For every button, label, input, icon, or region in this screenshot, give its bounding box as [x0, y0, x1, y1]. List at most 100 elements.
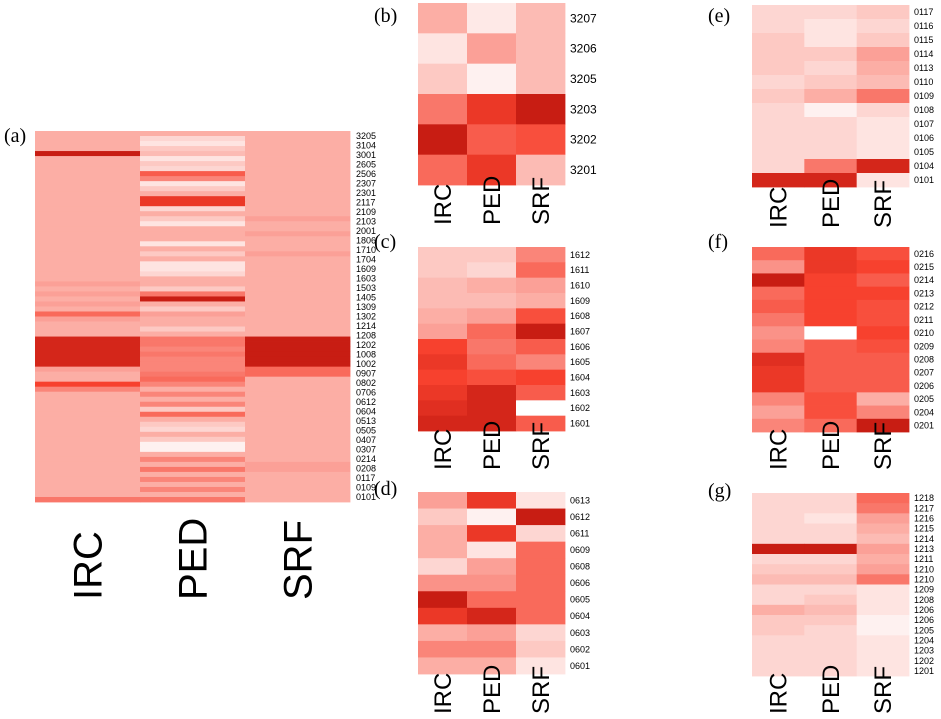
row-tick-label: 1602	[570, 403, 590, 413]
heatmap-cell	[752, 89, 805, 104]
heatmap-cell	[752, 604, 805, 616]
row-tick-label: 1605	[570, 357, 590, 367]
heatmap-cell	[418, 400, 468, 417]
heatmap-cell	[418, 354, 468, 371]
heatmap-cell	[516, 308, 566, 325]
row-tick-label: 1309	[356, 302, 376, 312]
heatmap-cell	[245, 301, 351, 307]
heatmap-cell	[35, 136, 141, 142]
row-tick-label: 0907	[356, 369, 376, 379]
heatmap-cell	[245, 136, 351, 142]
heatmap-cell	[140, 196, 246, 202]
heatmap-cell	[245, 236, 351, 242]
heatmap-cell	[467, 323, 517, 340]
heatmap-cell	[35, 146, 141, 152]
heatmap-cell	[140, 476, 246, 483]
heatmap-cell	[35, 386, 141, 393]
heatmap-cell	[35, 366, 141, 373]
row-tick-label: 1611	[570, 265, 589, 275]
heatmap-cell	[418, 369, 468, 386]
heatmap-cell	[467, 574, 517, 592]
heatmap-cell	[140, 471, 246, 478]
heatmap-cell	[516, 354, 566, 371]
heatmap-cell	[140, 186, 246, 192]
heatmap-cell	[752, 299, 805, 314]
row-tick-label: 3001	[356, 150, 376, 160]
heatmap-cell	[856, 418, 910, 433]
heatmap-cell	[516, 3, 566, 34]
heatmap-cell	[804, 19, 858, 34]
heatmap-cell	[752, 19, 805, 34]
heatmap-cell	[467, 293, 517, 309]
row-tick-label: 0117	[356, 473, 375, 483]
row-tick-label: 2103	[356, 216, 376, 226]
heatmap-cell	[35, 466, 141, 473]
heatmap-cell	[245, 356, 351, 363]
heatmap-cell	[752, 594, 805, 606]
heatmap-cell	[140, 321, 246, 327]
heatmap-cell	[140, 366, 246, 373]
column-label: PED	[818, 179, 845, 228]
heatmap-cell	[752, 145, 805, 160]
heatmap-cell	[752, 523, 805, 535]
heatmap-cell	[418, 308, 468, 325]
heatmap-cell	[245, 361, 351, 368]
heatmap-cell	[35, 211, 141, 217]
heatmap-cell	[752, 117, 805, 132]
row-tick-label: 1704	[356, 254, 376, 264]
heatmap-cell	[856, 117, 910, 132]
column-label: SRF	[870, 180, 897, 228]
heatmap-cell	[245, 186, 351, 192]
heatmap-cell	[245, 331, 351, 337]
heatmap-cell	[752, 103, 805, 118]
heatmap-cell	[752, 365, 805, 380]
column-label: PED	[818, 421, 845, 470]
heatmap-cell	[140, 206, 246, 212]
row-tick-label: 1210	[914, 564, 934, 574]
heatmap-cell	[140, 466, 246, 473]
heatmap-cell	[245, 291, 351, 297]
heatmap-cell	[856, 503, 910, 514]
heatmap-cell	[245, 306, 351, 312]
heatmap-cell	[245, 266, 351, 272]
heatmap-cell	[35, 186, 141, 192]
heatmap-cell	[35, 251, 141, 257]
heatmap-cell	[35, 286, 141, 292]
heatmap-cell	[856, 313, 910, 327]
heatmap-cell	[35, 461, 141, 468]
heatmap-cell	[35, 436, 141, 443]
heatmap-cell	[804, 365, 858, 380]
heatmap-cell	[856, 159, 910, 174]
row-tick-label: 0602	[570, 644, 590, 654]
heatmap-cell	[245, 251, 351, 257]
heatmap-cell	[140, 216, 246, 222]
heatmap-cell	[516, 94, 566, 125]
heatmap-cell	[804, 543, 858, 555]
row-tick-label: 1603	[570, 388, 590, 398]
heatmap-cell	[804, 47, 858, 62]
heatmap-cell	[140, 146, 246, 152]
heatmap-cell	[35, 241, 141, 247]
heatmap-cell	[35, 161, 141, 167]
row-tick-label: 1806	[356, 235, 376, 245]
row-tick-label: 1218	[914, 493, 934, 503]
heatmap-cell	[752, 260, 805, 274]
row-tick-label: 2117	[356, 197, 375, 207]
heatmap-cell	[35, 401, 141, 408]
heatmap-cell	[35, 481, 141, 488]
heatmap-cell	[245, 321, 351, 327]
heatmap-cell	[418, 262, 468, 279]
column-label: IRC	[766, 429, 793, 470]
row-tick-label: 0612	[356, 397, 376, 407]
heatmap-cell	[35, 496, 141, 503]
column-label: SRF	[870, 422, 897, 470]
row-tick-label: 1206	[914, 615, 934, 625]
row-tick-label: 1216	[914, 514, 934, 524]
heatmap-cell	[35, 446, 141, 453]
heatmap-cell	[140, 191, 246, 197]
heatmap-cell	[856, 352, 910, 367]
heatmap-cell	[245, 271, 351, 277]
heatmap-cell	[35, 486, 141, 493]
heatmap-cell	[752, 554, 805, 565]
